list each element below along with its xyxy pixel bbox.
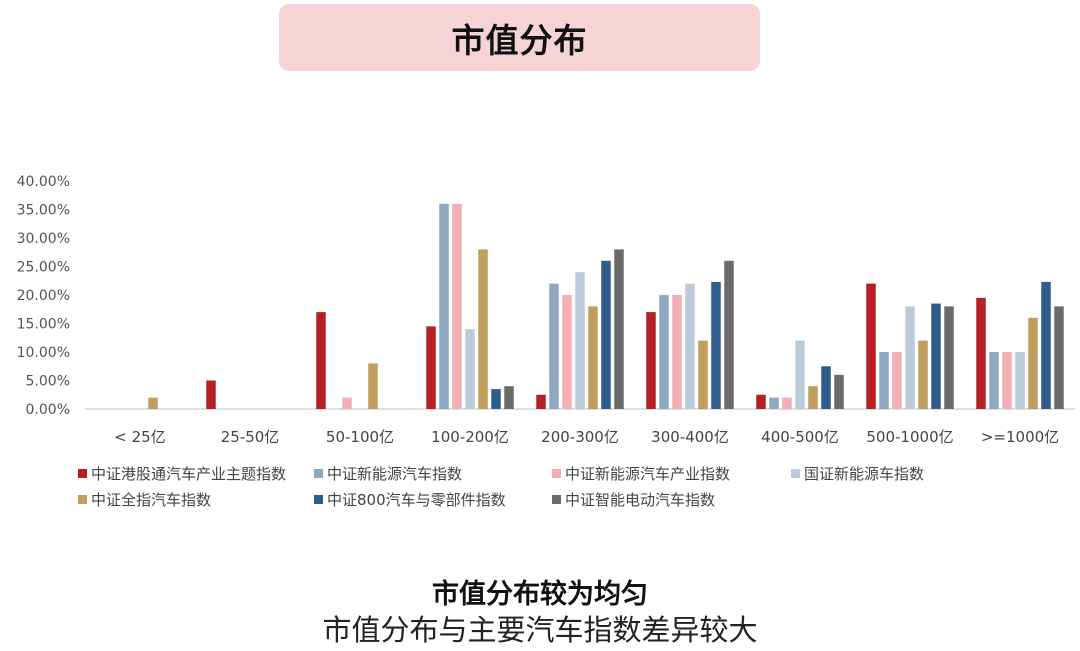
- x-tick-label: 500-1000亿: [866, 428, 953, 446]
- bar-1-8: [866, 283, 876, 409]
- bar-4-5: [575, 272, 585, 409]
- bar-5-7: [808, 386, 818, 409]
- bar-1-5: [536, 394, 546, 409]
- legend-swatch: [314, 469, 323, 478]
- x-tick-label: 100-200亿: [431, 428, 509, 446]
- y-tick-label: 15.00%: [17, 317, 70, 333]
- legend-swatch: [552, 469, 561, 478]
- bar-3-9: [1002, 352, 1012, 409]
- bar-6-8: [931, 303, 941, 409]
- legend-label: 中证港股通汽车产业主题指数: [91, 465, 287, 483]
- legend-item: 中证全指汽车指数: [78, 489, 211, 510]
- legend-item: 中证港股通汽车产业主题指数: [78, 463, 286, 484]
- bar-6-4: [491, 389, 501, 409]
- bar-1-4: [426, 326, 436, 409]
- bar-7-7: [834, 374, 844, 409]
- bar-6-9: [1041, 281, 1051, 409]
- bar-6-6: [711, 281, 721, 409]
- x-tick-label: 25-50亿: [221, 428, 280, 446]
- legend-item: 中证新能源汽车指数: [314, 463, 462, 484]
- bar-5-8: [918, 340, 928, 409]
- bar-7-5: [614, 249, 624, 409]
- bar-4-6: [685, 283, 695, 409]
- bar-4-4: [465, 329, 475, 409]
- bar-1-9: [976, 297, 986, 409]
- bar-2-5: [549, 283, 559, 409]
- bar-2-9: [989, 352, 999, 409]
- x-tick-label: 300-400亿: [651, 428, 729, 446]
- title-box: 市值分布: [279, 4, 760, 71]
- y-tick-label: 0.00%: [26, 402, 70, 418]
- bar-7-8: [944, 306, 954, 409]
- legend-item: 国证新能源车指数: [791, 463, 924, 484]
- y-tick-label: 20.00%: [17, 288, 70, 304]
- legend-item: 中证800汽车与零部件指数: [314, 489, 506, 510]
- x-tick-label: 400-500亿: [761, 428, 839, 446]
- legend-swatch: [791, 469, 800, 478]
- y-tick-label: 10.00%: [17, 345, 70, 361]
- y-tick-label: 25.00%: [17, 260, 70, 276]
- caption-subline: 市值分布与主要汽车指数差异较大: [322, 613, 758, 647]
- bar-3-7: [782, 397, 792, 409]
- bar-5-4: [478, 249, 488, 409]
- bar-4-8: [905, 306, 915, 409]
- bar-4-9: [1015, 352, 1025, 409]
- bar-1-6: [646, 312, 656, 409]
- y-tick-label: 35.00%: [17, 203, 70, 219]
- y-tick-label: 40.00%: [17, 174, 70, 190]
- bar-1-7: [756, 394, 766, 409]
- bar-3-3: [342, 397, 352, 409]
- y-tick-label: 5.00%: [26, 374, 70, 390]
- bar-5-3: [368, 363, 378, 409]
- bar-3-6: [672, 295, 682, 409]
- x-tick-label: 50-100亿: [326, 428, 394, 446]
- x-tick-label: < 25亿: [114, 428, 165, 446]
- bar-chart: 0.00% 5.00% 10.00% 15.00% 20.00% 25.00% 30.00%…: [17, 174, 1075, 446]
- x-tick-label: >=1000亿: [981, 428, 1059, 446]
- bar-2-7: [769, 397, 779, 409]
- bar-4-7: [795, 340, 805, 409]
- legend-swatch: [78, 495, 87, 504]
- bar-5-1: [148, 397, 158, 409]
- page-title: 市值分布: [451, 20, 588, 60]
- bar-2-6: [659, 295, 669, 409]
- bar-2-4: [439, 203, 449, 409]
- bar-6-7: [821, 366, 831, 409]
- legend-swatch: [314, 495, 323, 504]
- bar-5-6: [698, 340, 708, 409]
- bar-1-3: [316, 312, 326, 409]
- caption-headline: 市值分布较为均匀: [432, 579, 648, 610]
- legend-label: 中证智能电动汽车指数: [565, 491, 716, 509]
- bar-1-2: [206, 380, 216, 409]
- legend-item: 中证智能电动汽车指数: [552, 489, 715, 510]
- bar-6-5: [601, 260, 611, 409]
- bar-3-4: [452, 203, 462, 409]
- bar-3-5: [562, 295, 572, 409]
- legend-label: 中证新能源汽车产业指数: [565, 465, 731, 483]
- bar-5-9: [1028, 317, 1038, 409]
- y-tick-label: 30.00%: [17, 231, 70, 247]
- bar-3-8: [892, 352, 902, 409]
- bar-5-5: [588, 306, 598, 409]
- bar-2-8: [879, 352, 889, 409]
- legend-label: 国证新能源车指数: [804, 465, 925, 483]
- bar-7-9: [1054, 306, 1064, 409]
- legend-label: 中证800汽车与零部件指数: [327, 491, 506, 509]
- x-tick-label: 200-300亿: [541, 428, 619, 446]
- legend-label: 中证新能源汽车指数: [327, 465, 463, 483]
- bar-7-6: [724, 260, 734, 409]
- legend-item: 中证新能源汽车产业指数: [552, 463, 730, 484]
- legend-label: 中证全指汽车指数: [91, 491, 212, 509]
- legend-swatch: [552, 495, 561, 504]
- bar-7-4: [504, 386, 514, 409]
- legend-swatch: [78, 469, 87, 478]
